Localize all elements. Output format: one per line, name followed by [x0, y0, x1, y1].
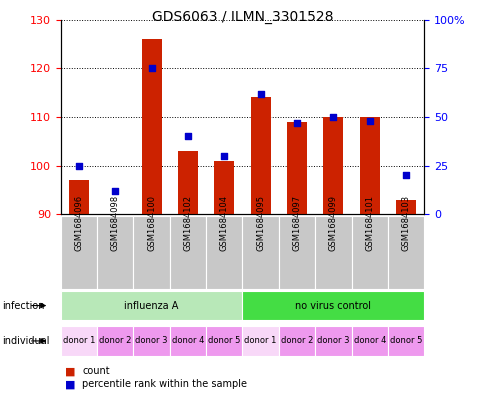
- Bar: [242, 326, 278, 356]
- Bar: [97, 326, 133, 356]
- Bar: [214, 161, 234, 214]
- Text: percentile rank within the sample: percentile rank within the sample: [82, 379, 247, 389]
- Point: [220, 152, 227, 159]
- Bar: [250, 97, 270, 214]
- Point: [365, 118, 373, 124]
- Bar: [97, 216, 133, 289]
- Text: GSM1684096: GSM1684096: [74, 195, 83, 251]
- Bar: [178, 151, 197, 214]
- Bar: [395, 200, 415, 214]
- Bar: [323, 117, 343, 214]
- Text: GSM1684099: GSM1684099: [328, 195, 337, 251]
- Text: GSM1684101: GSM1684101: [364, 195, 374, 251]
- Bar: [133, 326, 169, 356]
- Text: influenza A: influenza A: [124, 301, 179, 310]
- Point: [256, 90, 264, 97]
- Point: [75, 162, 82, 169]
- Bar: [242, 216, 278, 289]
- Bar: [278, 326, 315, 356]
- Bar: [278, 216, 315, 289]
- Bar: [169, 216, 206, 289]
- Bar: [315, 326, 351, 356]
- Bar: [60, 216, 97, 289]
- Text: donor 5: donor 5: [208, 336, 240, 345]
- Bar: [287, 122, 306, 214]
- Bar: [351, 216, 387, 289]
- Point: [147, 65, 155, 72]
- Point: [111, 188, 119, 194]
- Text: donor 4: donor 4: [353, 336, 385, 345]
- Text: donor 2: donor 2: [99, 336, 131, 345]
- Point: [183, 133, 191, 140]
- Bar: [133, 216, 169, 289]
- Point: [329, 114, 336, 120]
- Text: infection: infection: [2, 301, 45, 310]
- Bar: [359, 117, 379, 214]
- Point: [401, 172, 409, 178]
- Text: donor 1: donor 1: [244, 336, 276, 345]
- Text: individual: individual: [2, 336, 50, 346]
- Text: ■: ■: [65, 379, 76, 389]
- Text: no virus control: no virus control: [295, 301, 371, 310]
- Bar: [206, 326, 242, 356]
- Bar: [206, 216, 242, 289]
- Text: GSM1684095: GSM1684095: [256, 195, 265, 251]
- Bar: [60, 291, 242, 320]
- Bar: [169, 326, 206, 356]
- Bar: [387, 216, 424, 289]
- Text: donor 4: donor 4: [171, 336, 204, 345]
- Bar: [387, 326, 424, 356]
- Text: GDS6063 / ILMN_3301528: GDS6063 / ILMN_3301528: [151, 10, 333, 24]
- Text: GSM1684104: GSM1684104: [219, 195, 228, 251]
- Text: donor 5: donor 5: [389, 336, 422, 345]
- Text: donor 3: donor 3: [135, 336, 167, 345]
- Text: GSM1684097: GSM1684097: [292, 195, 301, 251]
- Text: donor 2: donor 2: [280, 336, 313, 345]
- Text: donor 1: donor 1: [62, 336, 95, 345]
- Text: GSM1684098: GSM1684098: [110, 195, 120, 251]
- Bar: [60, 326, 97, 356]
- Bar: [141, 39, 161, 214]
- Text: GSM1684100: GSM1684100: [147, 195, 156, 251]
- Bar: [242, 291, 424, 320]
- Text: ■: ■: [65, 366, 76, 376]
- Text: count: count: [82, 366, 110, 376]
- Text: GSM1684103: GSM1684103: [401, 195, 410, 251]
- Bar: [351, 326, 387, 356]
- Bar: [315, 216, 351, 289]
- Bar: [69, 180, 89, 214]
- Point: [292, 119, 300, 126]
- Text: donor 3: donor 3: [317, 336, 349, 345]
- Text: GSM1684102: GSM1684102: [183, 195, 192, 251]
